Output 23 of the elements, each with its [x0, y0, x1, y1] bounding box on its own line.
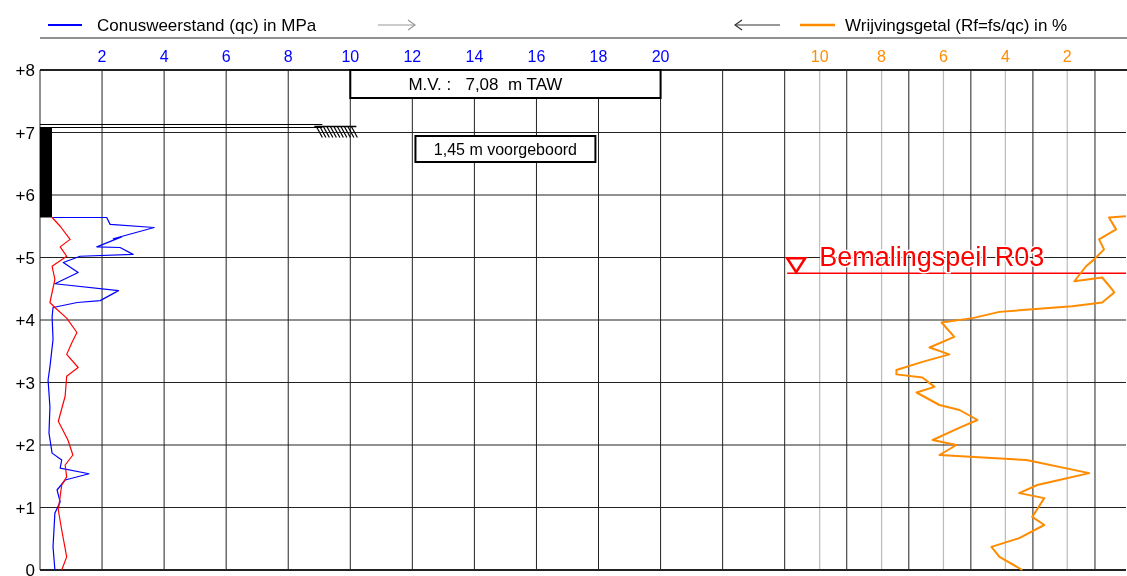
y-tick-label: +1 — [15, 498, 35, 518]
x-tick-label: 20 — [651, 48, 670, 65]
y-tick-label: +4 — [15, 311, 35, 330]
x-tick-label: 4 — [159, 48, 169, 65]
x-tick-label: 14 — [465, 48, 484, 65]
annotation: 1,45 m voorgeboord — [433, 141, 578, 158]
x-tick-label: 16 — [527, 48, 546, 65]
x-tick-label: 12 — [403, 48, 422, 65]
y-tick-label: +2 — [15, 436, 35, 455]
y-tick-label: +3 — [15, 373, 35, 393]
y-tick-label: +7 — [15, 123, 35, 143]
legend-label: Wrijvingsgetal (Rf=fs/qc) in % — [845, 16, 1068, 35]
legend-label: Conusweerstand (qc) in MPa — [97, 16, 317, 35]
y-tick-label: +6 — [15, 186, 35, 205]
annotation: M.V. : 7,08 m TAW — [408, 75, 563, 94]
y-tick-label: 0 — [25, 561, 35, 576]
x-tick-label: 18 — [589, 48, 608, 65]
x-tick-label: 10 — [341, 48, 360, 65]
x-tick-label: 6 — [221, 48, 231, 65]
x-tick-label: 8 — [283, 48, 293, 65]
x-tick-label: 2 — [97, 48, 107, 65]
y-tick-label: +5 — [15, 248, 35, 268]
y-tick-label: +8 — [15, 61, 35, 80]
